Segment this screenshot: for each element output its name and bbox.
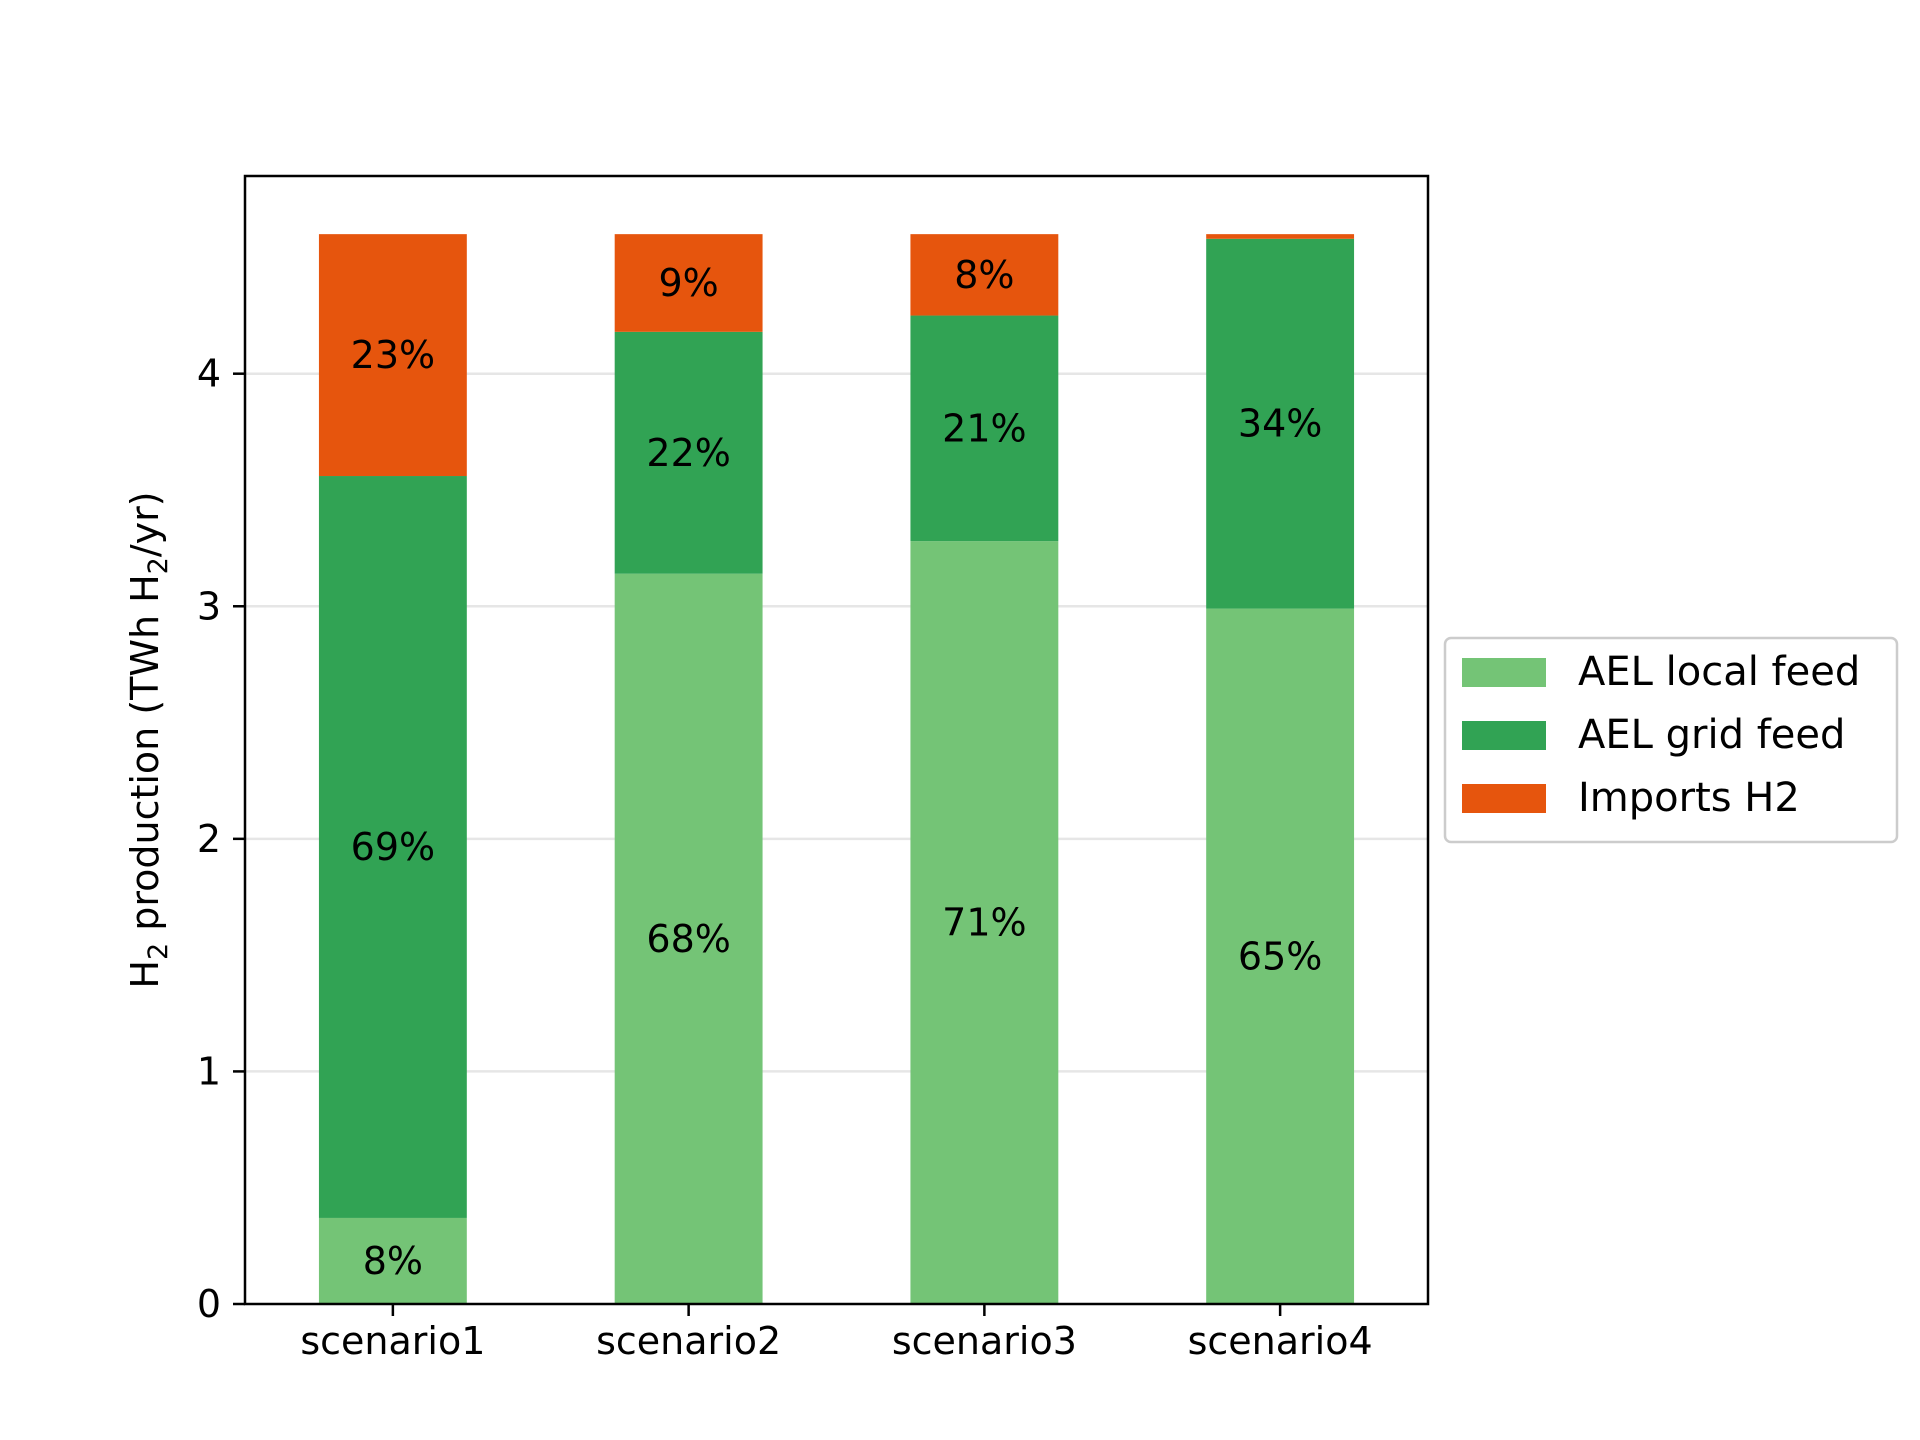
bar-segment <box>1206 234 1355 239</box>
y-tick-label: 0 <box>197 1282 221 1326</box>
y-tick-label: 1 <box>197 1049 221 1093</box>
bar-segment <box>1206 608 1355 1304</box>
bar-segment <box>910 541 1059 1304</box>
y-tick-label: 2 <box>197 817 221 861</box>
bar-data-label: 68% <box>646 917 730 961</box>
legend-label: Imports H2 <box>1578 775 1800 821</box>
x-tick-label: scenario2 <box>596 1319 781 1363</box>
y-axis-title-subscript: 2 <box>143 557 174 574</box>
y-tick-label: 3 <box>197 584 221 628</box>
legend-swatch <box>1462 721 1546 750</box>
legend: AEL local feed AEL grid feed Imports H2 <box>1443 636 1899 844</box>
bar-segment <box>614 234 763 332</box>
y-axis-title: H2 production (TWh H2/yr) <box>123 491 174 988</box>
data-labels: 8% 69% 23% 68% 22% 9% 71% 21% 8% 65% 34% <box>351 253 1323 1283</box>
bar-data-label: 8% <box>954 253 1014 297</box>
bar-data-label: 22% <box>646 431 730 475</box>
bar-segment <box>1206 238 1355 609</box>
legend-swatch <box>1462 658 1546 687</box>
bar-data-label: 8% <box>363 1239 423 1283</box>
bar-segment <box>910 234 1059 316</box>
x-tick-label: scenario3 <box>892 1319 1077 1363</box>
x-tick-label: scenario4 <box>1188 1319 1373 1363</box>
x-tick-label: scenario1 <box>300 1319 485 1363</box>
plot-frame <box>243 174 1430 1306</box>
bars <box>318 234 1355 1304</box>
bar-segment <box>614 331 763 574</box>
bar-segment <box>318 234 467 477</box>
bar-data-label: 9% <box>658 261 718 305</box>
x-axis: scenario1 scenario2 scenario3 scenario4 <box>300 1304 1373 1363</box>
bar-segment <box>318 1217 467 1304</box>
y-tick-label: 4 <box>197 352 221 396</box>
bar-data-label: 69% <box>351 825 435 869</box>
legend-frame <box>1443 636 1899 844</box>
y-axis-title-part: /yr) <box>123 491 167 557</box>
legend-swatch <box>1462 784 1546 813</box>
bar-data-label: 65% <box>1238 934 1322 978</box>
bar-segment <box>910 315 1059 542</box>
bar-data-label: 34% <box>1238 402 1322 446</box>
y-axis-title-part: production (TWh H <box>123 574 167 943</box>
bar-data-label: 23% <box>351 333 435 377</box>
bar-segment <box>318 476 467 1218</box>
y-axis-title-part: H <box>123 960 167 989</box>
y-axis: 0 1 2 3 4 <box>197 352 245 1326</box>
legend-label: AEL grid feed <box>1578 712 1845 758</box>
bar-data-label: 71% <box>942 901 1026 945</box>
bar-segment <box>614 573 763 1304</box>
bar-data-label: 21% <box>942 406 1026 450</box>
y-axis-title-subscript: 2 <box>143 943 174 960</box>
legend-label: AEL local feed <box>1578 649 1860 695</box>
